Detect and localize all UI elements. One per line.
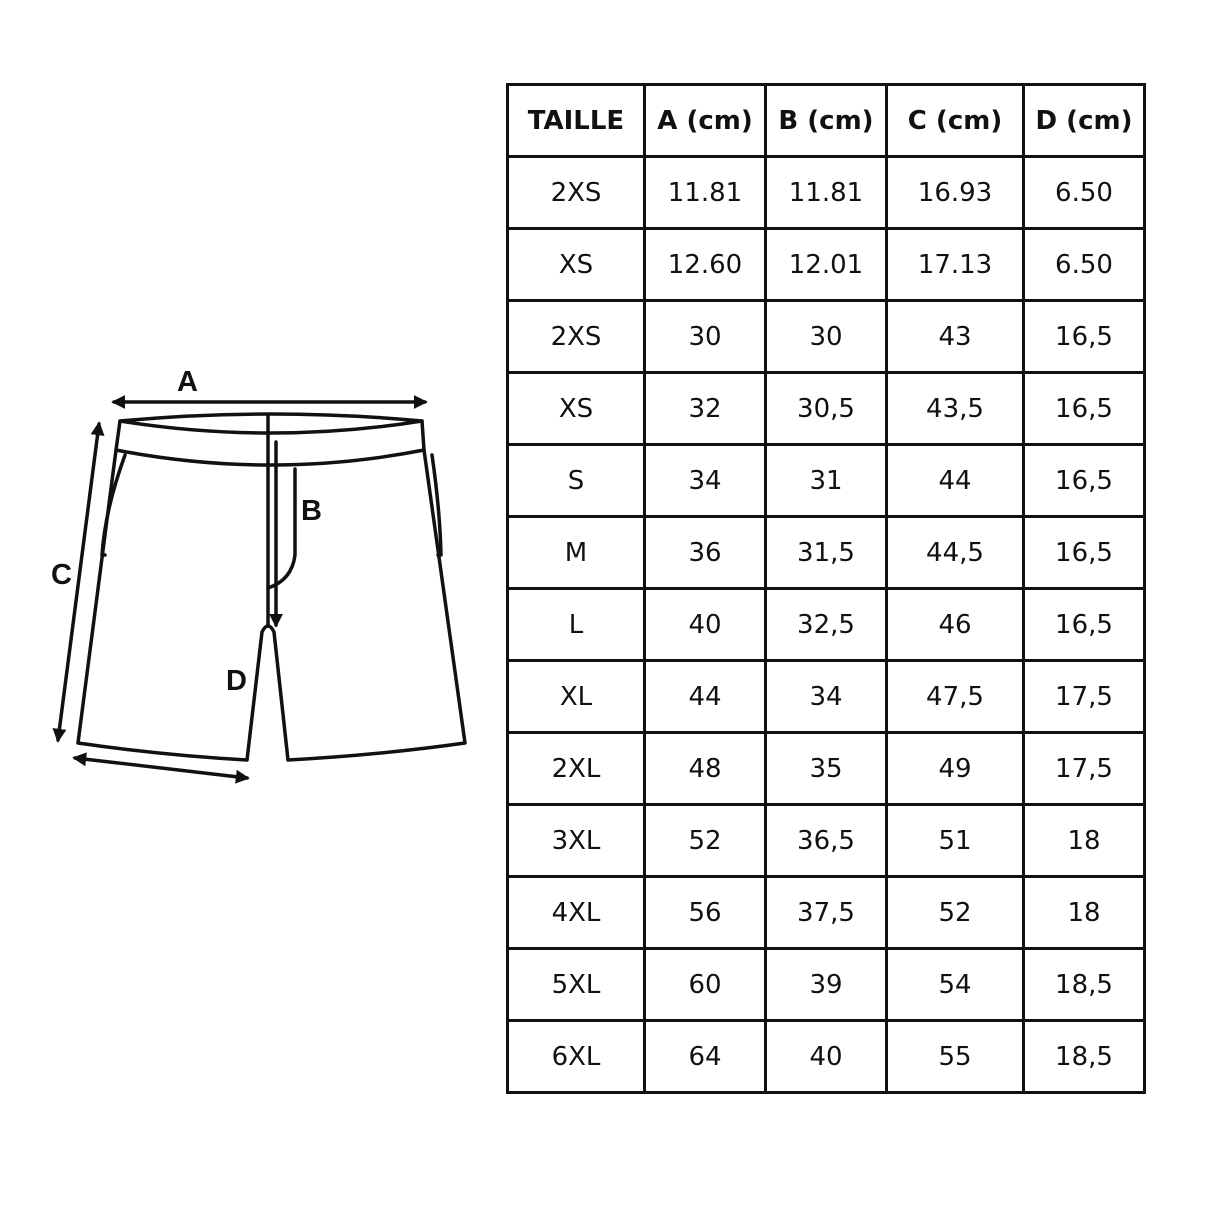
- measurement-cell: 18: [1022, 803, 1146, 878]
- measurement-cell: 32: [643, 371, 767, 446]
- label-a: A: [177, 366, 198, 398]
- measurement-cell: 17,5: [1022, 731, 1146, 806]
- measurement-cell: 12.01: [764, 227, 888, 302]
- measurement-cell: 40: [764, 1019, 888, 1094]
- measurement-cell: 32,5: [764, 587, 888, 662]
- measurement-cell: 18: [1022, 875, 1146, 950]
- measurement-cell: 18,5: [1022, 947, 1146, 1022]
- header-row: TAILLE A (cm) B (cm) C (cm) D (cm): [506, 83, 1146, 158]
- measurement-cell: 54: [885, 947, 1025, 1022]
- measurement-cell: 18,5: [1022, 1019, 1146, 1094]
- measurement-cell: 36,5: [764, 803, 888, 878]
- size-cell: M: [506, 515, 646, 590]
- measurement-cell: 43,5: [885, 371, 1025, 446]
- measurement-cell: 11.81: [764, 155, 888, 230]
- measurement-cell: 16,5: [1022, 515, 1146, 590]
- table-row: L 40 32,5 46 16,5: [506, 587, 1146, 662]
- size-table: TAILLE A (cm) B (cm) C (cm) D (cm) 2XS 11.81 1…: [506, 83, 1146, 1094]
- label-c: C: [51, 559, 72, 591]
- size-cell: XS: [506, 371, 646, 446]
- measurement-cell: 48: [643, 731, 767, 806]
- measurement-cell: 40: [643, 587, 767, 662]
- table-row: 5XL 60 39 54 18,5: [506, 947, 1146, 1022]
- measurement-cell: 49: [885, 731, 1025, 806]
- measurement-cell: 17,5: [1022, 659, 1146, 734]
- measurement-cell: 31,5: [764, 515, 888, 590]
- measurement-cell: 34: [643, 443, 767, 518]
- measurement-cell: 43: [885, 299, 1025, 374]
- measurement-cell: 39: [764, 947, 888, 1022]
- table-row: 2XS 11.81 11.81 16.93 6.50: [506, 155, 1146, 230]
- measurement-cell: 16.93: [885, 155, 1025, 230]
- measurement-cell: 16,5: [1022, 371, 1146, 446]
- size-cell: S: [506, 443, 646, 518]
- measurement-cell: 17.13: [885, 227, 1025, 302]
- size-cell: 5XL: [506, 947, 646, 1022]
- size-cell: 6XL: [506, 1019, 646, 1094]
- measurement-cell: 44: [885, 443, 1025, 518]
- size-cell: 3XL: [506, 803, 646, 878]
- measurement-cell: 64: [643, 1019, 767, 1094]
- size-cell: L: [506, 587, 646, 662]
- size-cell: 2XS: [506, 299, 646, 374]
- measurement-cell: 16,5: [1022, 587, 1146, 662]
- measurement-cell: 11.81: [643, 155, 767, 230]
- table-row: 6XL 64 40 55 18,5: [506, 1019, 1146, 1094]
- measure-c-arrow: [52, 421, 105, 743]
- measurement-cell: 52: [643, 803, 767, 878]
- table-row: 2XS 30 30 43 16,5: [506, 299, 1146, 374]
- measurement-cell: 30: [643, 299, 767, 374]
- measurement-cell: 30: [764, 299, 888, 374]
- column-header: B (cm): [764, 83, 888, 158]
- table-row: 2XL 48 35 49 17,5: [506, 731, 1146, 806]
- size-cell: XL: [506, 659, 646, 734]
- measurement-cell: 51: [885, 803, 1025, 878]
- table-row: M 36 31,5 44,5 16,5: [506, 515, 1146, 590]
- measure-d-arrow: [72, 752, 250, 784]
- measurement-cell: 37,5: [764, 875, 888, 950]
- table-row: XL 44 34 47,5 17,5: [506, 659, 1146, 734]
- measurement-cell: 52: [885, 875, 1025, 950]
- measurement-cell: 16,5: [1022, 299, 1146, 374]
- measurement-cell: 47,5: [885, 659, 1025, 734]
- column-header: A (cm): [643, 83, 767, 158]
- measurement-cell: 30,5: [764, 371, 888, 446]
- measurement-cell: 36: [643, 515, 767, 590]
- table-row: 3XL 52 36,5 51 18: [506, 803, 1146, 878]
- table-row: XS 32 30,5 43,5 16,5: [506, 371, 1146, 446]
- label-b: B: [301, 495, 322, 527]
- size-cell: 4XL: [506, 875, 646, 950]
- measurement-cell: 34: [764, 659, 888, 734]
- measurement-cell: 56: [643, 875, 767, 950]
- column-header: D (cm): [1022, 83, 1146, 158]
- label-d: D: [226, 665, 247, 697]
- measurement-cell: 55: [885, 1019, 1025, 1094]
- measurement-cell: 12.60: [643, 227, 767, 302]
- measurement-cell: 6.50: [1022, 155, 1146, 230]
- measurement-cell: 31: [764, 443, 888, 518]
- shorts-outline: [76, 412, 467, 762]
- measurement-cell: 16,5: [1022, 443, 1146, 518]
- size-cell: 2XS: [506, 155, 646, 230]
- size-cell: 2XL: [506, 731, 646, 806]
- measurement-cell: 46: [885, 587, 1025, 662]
- table-row: 4XL 56 37,5 52 18: [506, 875, 1146, 950]
- measurement-cell: 44,5: [885, 515, 1025, 590]
- measurement-cell: 44: [643, 659, 767, 734]
- table-row: S 34 31 44 16,5: [506, 443, 1146, 518]
- table-row: XS 12.60 12.01 17.13 6.50: [506, 227, 1146, 302]
- size-cell: XS: [506, 227, 646, 302]
- measurement-cell: 35: [764, 731, 888, 806]
- measurement-cell: 6.50: [1022, 227, 1146, 302]
- column-header: TAILLE: [506, 83, 646, 158]
- measurement-cell: 60: [643, 947, 767, 1022]
- column-header: C (cm): [885, 83, 1025, 158]
